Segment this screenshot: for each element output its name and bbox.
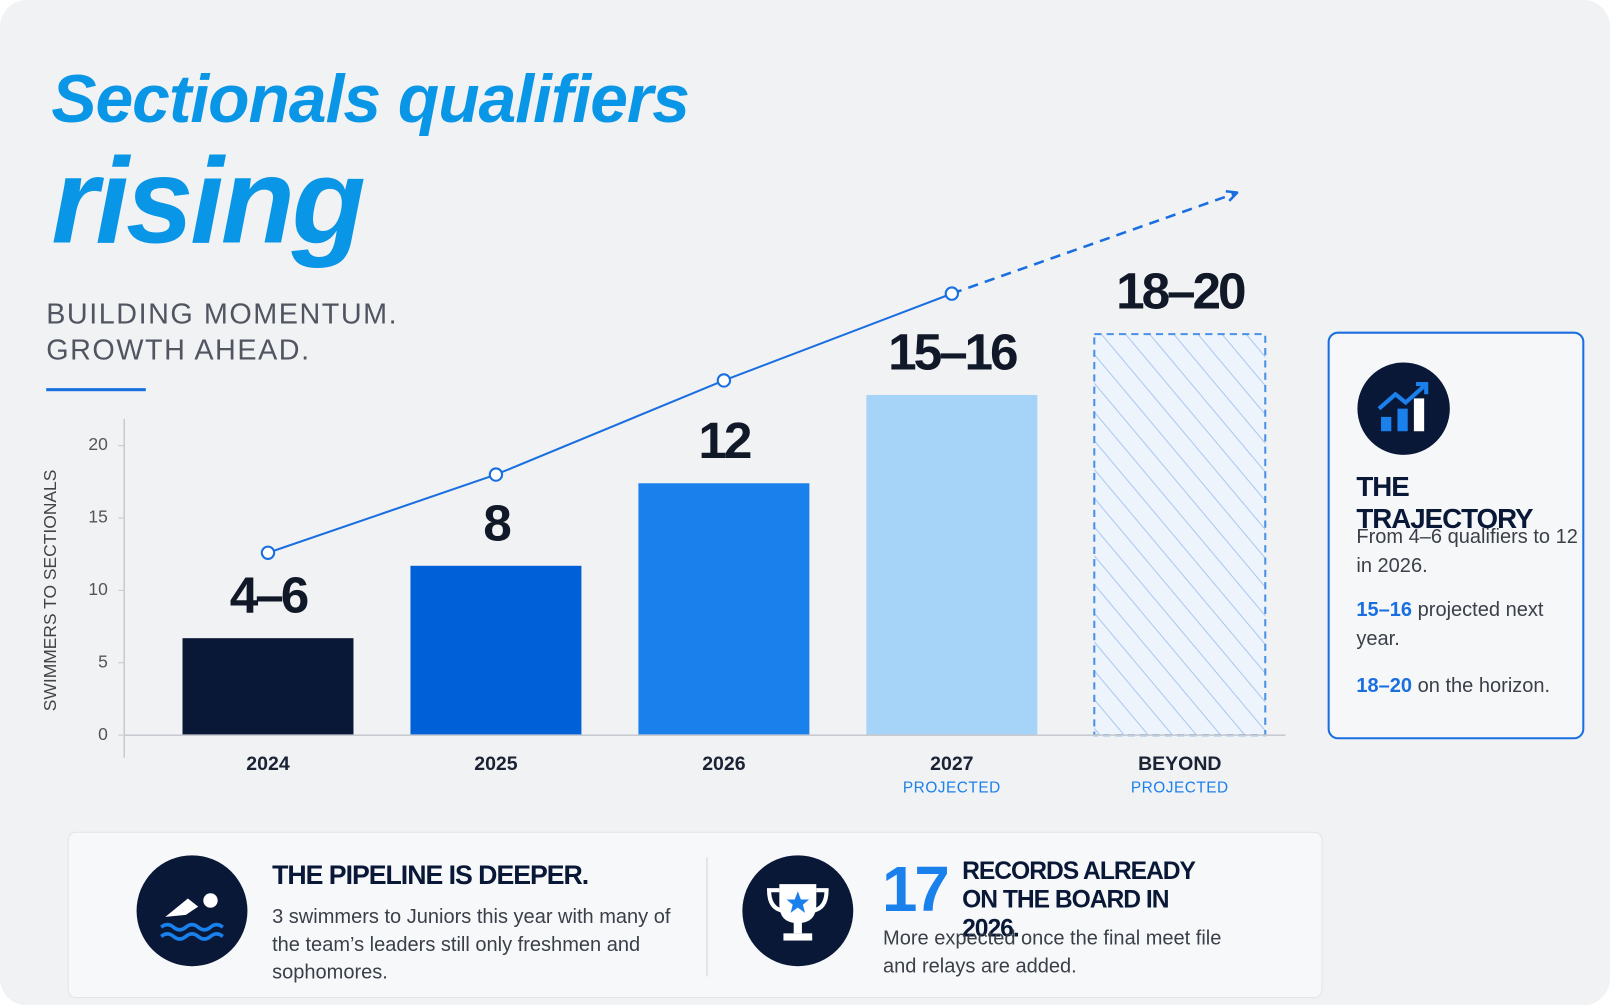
x-tick-label: 2026 xyxy=(702,753,746,775)
x-sublabel: PROJECTED xyxy=(903,780,1001,797)
y-axis-label: SWIMMERS TO SECTIONALS xyxy=(40,470,60,712)
subtitle: GROWTH AHEAD. xyxy=(46,333,311,366)
x-tick-label: 2027 xyxy=(930,753,973,775)
trajectory-panel: THE TRAJECTORY From 4–6 qualifiers to 12… xyxy=(1327,331,1585,740)
value-label: 18–20 xyxy=(1116,263,1245,320)
title-line: Sectionals qualifiers xyxy=(51,60,690,137)
value-label: 15–16 xyxy=(888,323,1017,380)
x-tick-label: 2025 xyxy=(474,753,518,775)
x-sublabel: PROJECTED xyxy=(1131,780,1229,797)
y-tick-label: 5 xyxy=(98,651,108,671)
panel-text: on the horizon. xyxy=(1417,674,1551,698)
records-number: 17 xyxy=(882,854,950,926)
card-heading: THE PIPELINE IS DEEPER. xyxy=(272,859,589,891)
x-tick-label: 2024 xyxy=(246,753,290,775)
x-tick-label: BEYOND xyxy=(1138,753,1221,775)
y-tick-label: 0 xyxy=(98,724,108,744)
card-text: 3 swimmers to Juniors this year with man… xyxy=(272,905,671,984)
trophy-icon xyxy=(742,855,854,967)
trend-line xyxy=(267,292,953,554)
card-heading: RECORDS ALREADY ON THE BOARD IN 2026. xyxy=(962,857,1195,943)
panel-text: projected next year. xyxy=(1356,598,1544,650)
accent-line xyxy=(46,388,146,392)
bar xyxy=(638,483,810,736)
swim-icon xyxy=(136,855,248,967)
bar xyxy=(410,565,582,736)
bar xyxy=(1093,333,1267,737)
highlight: 18–20 xyxy=(1356,674,1413,698)
trend-point xyxy=(488,467,504,482)
title-line: rising xyxy=(51,133,365,270)
card-text: More expected once the final meet file a… xyxy=(883,927,1222,978)
y-tick-label: 20 xyxy=(88,434,108,454)
value-label: 8 xyxy=(483,494,510,551)
trend-point xyxy=(716,373,732,388)
value-label: 12 xyxy=(698,412,750,469)
footer-card: THE PIPELINE IS DEEPER. 3 swimmers to Ju… xyxy=(67,831,1323,999)
subtitle: BUILDING MOMENTUM. xyxy=(46,297,399,330)
highlight: 15–16 xyxy=(1356,598,1413,622)
trend-arrow xyxy=(951,193,1236,295)
panel-heading: THE TRAJECTORY xyxy=(1356,471,1533,534)
panel-text: From 4–6 qualifiers to 12 in 2026. xyxy=(1356,525,1578,578)
trend-point xyxy=(944,286,960,301)
value-label: 4–6 xyxy=(230,567,308,624)
trend-point xyxy=(260,545,276,560)
chart-icon xyxy=(1357,362,1450,455)
y-tick-label: 10 xyxy=(88,579,108,599)
bar xyxy=(866,394,1038,736)
chart: SWIMMERS TO SECTIONALS 0 5 10 15 20 4–6 2024 8 2… xyxy=(40,0,1286,797)
bar xyxy=(182,638,354,736)
divider xyxy=(706,857,708,977)
y-tick-label: 15 xyxy=(88,507,107,527)
